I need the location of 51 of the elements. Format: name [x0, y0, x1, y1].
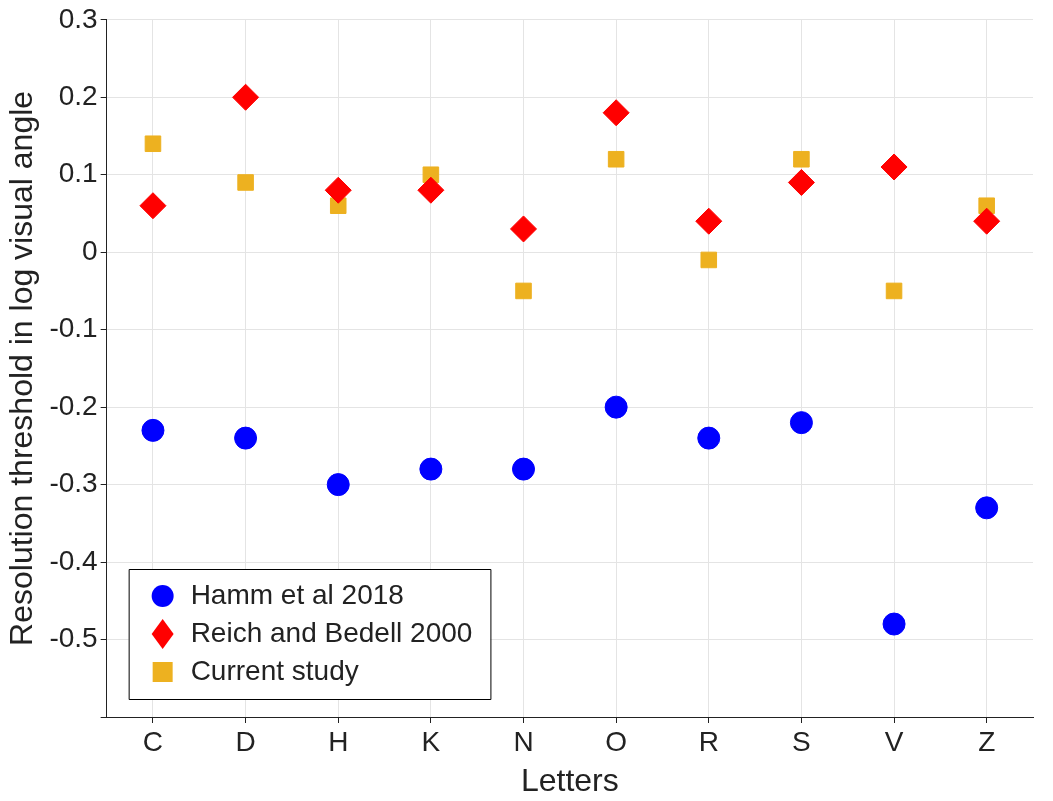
legend-label: Hamm et al 2018 — [190, 578, 404, 610]
point — [882, 612, 906, 636]
x-tick-label: R — [698, 725, 719, 757]
point — [510, 215, 538, 243]
point — [232, 83, 260, 111]
x-tick-label: O — [605, 725, 628, 757]
y-tick-label: 0.3 — [58, 2, 98, 34]
x-tick-label: D — [235, 725, 256, 757]
legend-label: Current study — [190, 654, 359, 686]
point — [234, 426, 258, 450]
y-tick-label: -0.2 — [49, 389, 98, 421]
point — [695, 207, 723, 235]
legend-label: Reich and Bedell 2000 — [190, 616, 473, 648]
point — [141, 418, 165, 442]
point — [324, 176, 352, 204]
point — [602, 99, 630, 127]
point — [512, 457, 536, 481]
point — [604, 395, 628, 419]
x-tick-label: K — [421, 725, 441, 757]
point — [697, 426, 721, 450]
x-tick-label: N — [513, 725, 534, 757]
y-tick-label: 0.2 — [58, 79, 98, 111]
x-tick-label: V — [884, 725, 904, 757]
point — [975, 496, 999, 520]
y-tick-label: 0.1 — [58, 157, 98, 189]
y-tick-label: -0.4 — [49, 544, 98, 576]
x-tick-label: H — [328, 725, 349, 757]
point — [144, 135, 162, 153]
point — [417, 176, 445, 204]
point — [787, 168, 815, 196]
x-axis-title: Letters — [520, 761, 619, 798]
point — [700, 251, 718, 269]
point — [885, 282, 903, 300]
point — [607, 150, 625, 168]
x-tick-label: C — [142, 725, 164, 757]
point — [139, 192, 167, 220]
point — [237, 174, 254, 191]
y-tick-label: -0.5 — [49, 622, 98, 654]
point — [973, 207, 1001, 235]
y-axis-title: Resolution threshold in log visual angle — [3, 90, 40, 646]
y-tick-label: 0 — [82, 234, 98, 266]
point — [793, 150, 810, 168]
point — [326, 473, 350, 497]
point — [515, 282, 532, 300]
point — [880, 153, 908, 181]
point — [789, 411, 813, 435]
point — [419, 457, 443, 481]
y-tick-label: -0.1 — [49, 312, 98, 344]
x-tick-label: Z — [978, 725, 996, 757]
y-tick-label: -0.3 — [49, 467, 98, 499]
x-tick-label: S — [792, 725, 811, 757]
